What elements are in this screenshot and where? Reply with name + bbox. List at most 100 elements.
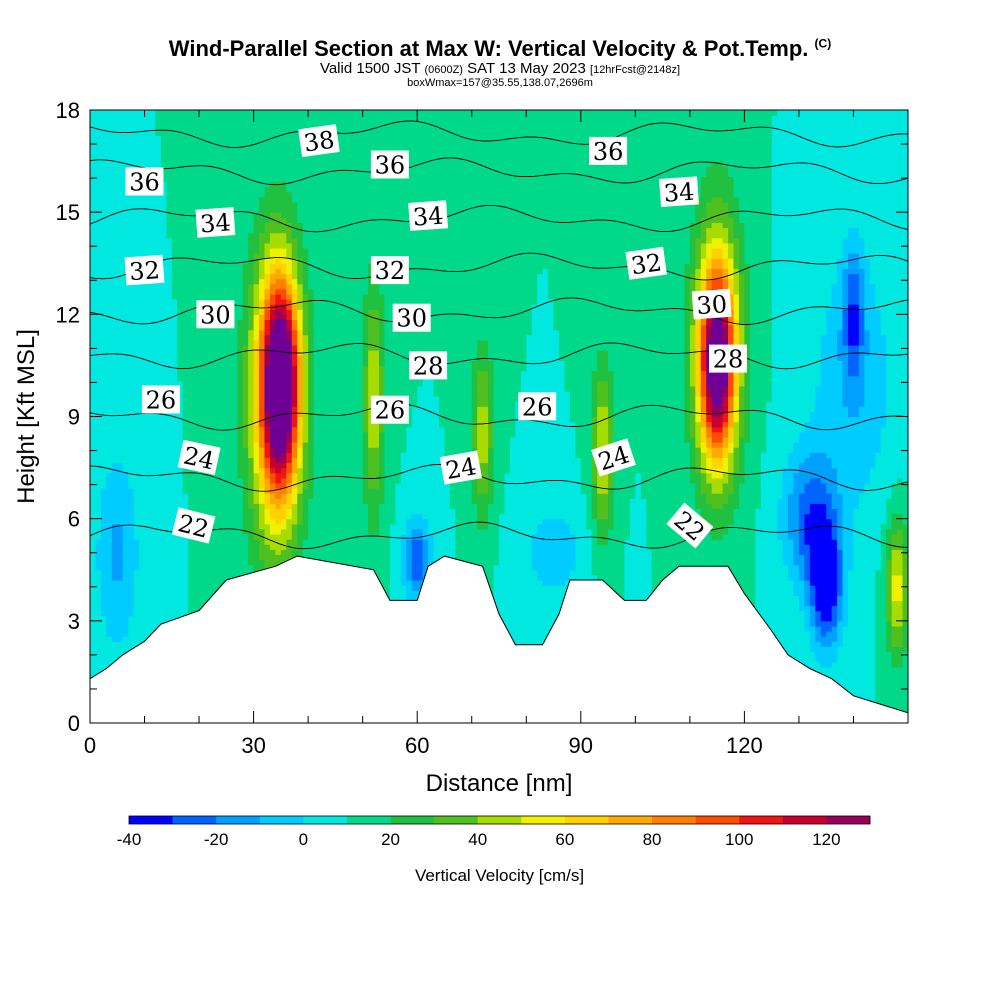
field-cell	[95, 631, 102, 637]
field-cell	[826, 620, 833, 627]
field-cell	[706, 559, 713, 566]
field-cell	[155, 620, 162, 627]
field-cell	[204, 585, 211, 591]
field-cell	[804, 590, 811, 596]
field-cell	[782, 579, 789, 586]
field-cell	[831, 610, 838, 617]
field-cell	[809, 631, 816, 637]
field-cell	[117, 605, 124, 612]
field-cell	[100, 631, 107, 637]
field-cell	[204, 559, 211, 566]
field-cell	[646, 574, 653, 581]
field-cell	[788, 646, 795, 653]
field-cell	[880, 671, 887, 678]
field-cell	[635, 554, 642, 561]
field-cell	[815, 595, 822, 601]
field-cell	[95, 615, 102, 622]
field-cell	[149, 579, 157, 586]
field-cell	[831, 641, 838, 647]
field-cell	[858, 671, 865, 678]
field-cell	[646, 590, 653, 596]
field-cell	[875, 682, 882, 688]
field-cell	[848, 677, 855, 683]
field-cell	[580, 569, 587, 576]
field-cell	[815, 605, 822, 612]
field-cell	[613, 585, 620, 591]
field-cell	[842, 569, 849, 576]
field-cell	[788, 641, 795, 647]
field-cell	[106, 641, 113, 647]
field-cell	[204, 574, 211, 581]
field-cell	[815, 564, 822, 571]
field-cell	[160, 610, 167, 617]
field-cell	[777, 579, 784, 586]
field-cell	[771, 574, 778, 581]
field-cell	[199, 574, 206, 581]
field-cell	[553, 559, 560, 566]
field-cell	[515, 595, 522, 601]
field-cell	[389, 569, 396, 576]
field-cell	[640, 569, 647, 576]
field-cell	[144, 559, 151, 566]
field-cell	[515, 579, 522, 586]
field-cell	[793, 585, 800, 591]
field-cell	[848, 585, 855, 591]
field-cell	[793, 646, 800, 653]
field-cell	[848, 564, 855, 571]
field-cell	[815, 569, 822, 576]
field-cell	[766, 620, 773, 627]
field-cell	[122, 636, 129, 642]
field-cell	[389, 574, 396, 581]
field-cell	[100, 595, 107, 601]
field-cell	[133, 631, 140, 637]
field-cell	[117, 625, 124, 632]
field-cell	[395, 590, 402, 596]
field-cell	[880, 615, 887, 622]
field-cell	[95, 559, 102, 566]
field-cell	[848, 554, 855, 561]
field-cell	[897, 625, 904, 632]
field-cell	[188, 564, 195, 571]
field-cell	[760, 585, 767, 591]
field-cell	[204, 564, 211, 571]
field-cell	[842, 579, 849, 586]
field-cell	[782, 631, 789, 637]
field-cell	[384, 590, 391, 596]
field-cell	[90, 641, 97, 647]
field-cell	[891, 559, 898, 566]
field-cell	[106, 605, 113, 612]
field-cell	[482, 569, 489, 576]
field-cell	[853, 692, 860, 699]
field-cell	[902, 615, 908, 622]
field-cell	[182, 564, 189, 571]
field-cell	[128, 595, 135, 601]
field-cell	[902, 707, 908, 714]
field-cell	[90, 615, 97, 622]
field-cell	[766, 564, 773, 571]
field-cell	[199, 585, 206, 591]
field-cell	[395, 554, 402, 561]
field-cell	[199, 559, 206, 566]
field-cell	[875, 697, 882, 704]
field-cell	[144, 569, 151, 576]
field-cell	[90, 554, 97, 561]
field-cell	[504, 564, 511, 571]
field-cell	[133, 595, 140, 601]
field-cell	[188, 579, 195, 586]
field-cell	[782, 559, 789, 566]
field-cell	[858, 656, 865, 663]
field-cell	[193, 549, 200, 556]
field-cell	[526, 610, 533, 617]
field-cell	[171, 585, 178, 591]
field-cell	[826, 554, 833, 561]
field-cell	[793, 641, 800, 647]
field-cell	[837, 625, 844, 632]
field-cell	[209, 549, 217, 556]
field-cell	[149, 559, 157, 566]
field-cell	[798, 620, 805, 627]
field-cell	[111, 579, 118, 586]
field-cell	[820, 651, 827, 658]
field-cell	[531, 595, 538, 601]
field-cell	[542, 579, 549, 586]
field-cell	[902, 605, 908, 612]
